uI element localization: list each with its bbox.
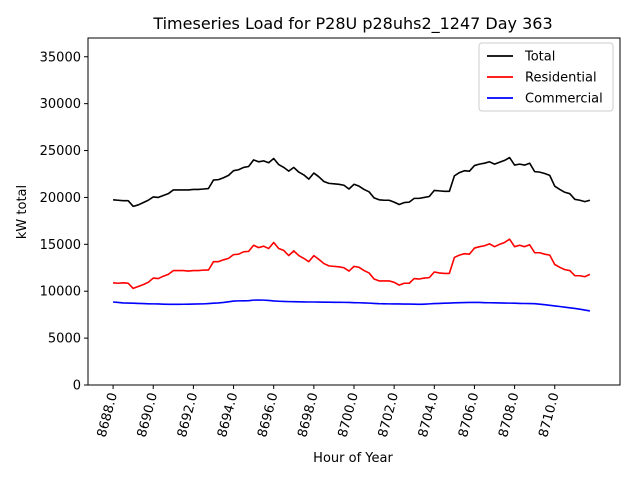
x-axis-title: Hour of Year — [313, 451, 393, 466]
y-tick-label: 5000 — [48, 332, 81, 347]
series-line-total — [113, 156, 591, 208]
series-line-residential — [113, 238, 591, 290]
y-tick-label: 10000 — [40, 285, 81, 300]
series-line-commercial — [113, 299, 591, 312]
y-tick-label: 25000 — [40, 144, 81, 159]
legend-label-total: Total — [524, 50, 555, 65]
y-tick-label: 15000 — [40, 238, 81, 253]
legend-label-residential: Residential — [525, 71, 597, 86]
y-axis-title: kW total — [15, 185, 30, 239]
legend: Total Residential Commercial — [478, 42, 614, 112]
legend-label-commercial: Commercial — [525, 92, 603, 107]
y-tick-label: 35000 — [40, 50, 81, 65]
legend-box — [478, 42, 614, 112]
y-tick-label: 0 — [73, 379, 81, 394]
y-tick-label: 30000 — [40, 97, 81, 112]
y-tick-label: 20000 — [40, 191, 81, 206]
chart-title: Timeseries Load for P28U p28uhs2_1247 Da… — [152, 14, 552, 34]
